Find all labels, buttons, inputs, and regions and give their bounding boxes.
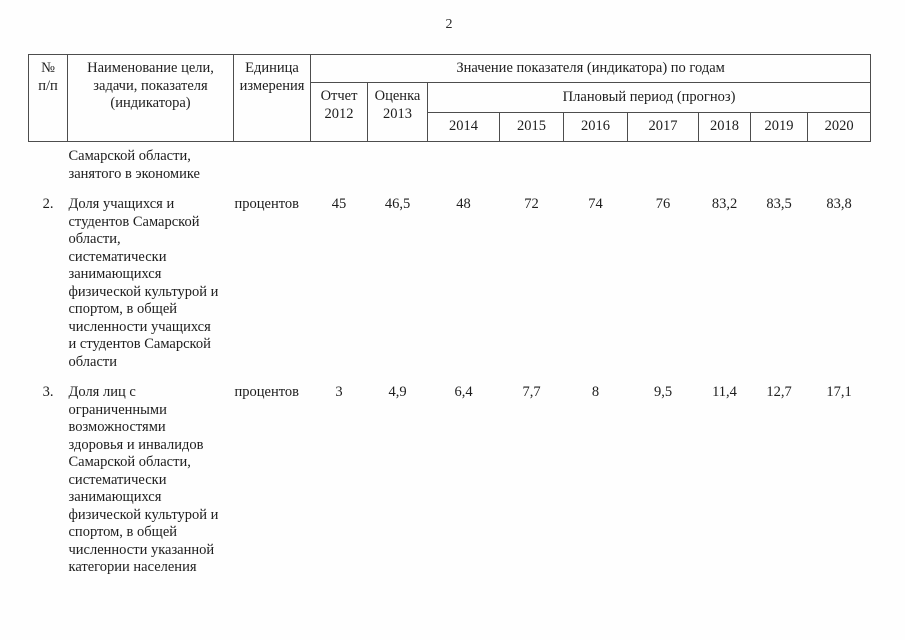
row-values-empty	[311, 142, 871, 197]
row-name: Самарской области, занятого в экономике	[68, 148, 201, 182]
row-num: 2.	[42, 196, 54, 212]
value-cell-2017: 76	[655, 196, 671, 212]
row-name: Доля лиц с ограниченными возможностями з…	[68, 384, 219, 575]
header-year-2017: 2017	[627, 112, 699, 142]
table-row-2: 2. Доля учащихся и студентов Самарской о…	[29, 196, 871, 384]
value-cell-2014: 6,4	[454, 384, 473, 400]
row-unit	[234, 142, 311, 197]
header-row-years: 2014 2015 2016 2017 2018 2019 2020	[29, 112, 872, 142]
value-cell-2012: 45	[331, 196, 347, 212]
header-year-2020: 2020	[806, 112, 872, 142]
header-report-2012: Отчет 2012	[310, 82, 368, 142]
table-header: № п/п Наименование цели, задачи, показат…	[28, 54, 872, 142]
header-estimate-2013: Оценка 2013	[367, 82, 428, 142]
indicators-table: № п/п Наименование цели, задачи, показат…	[28, 54, 872, 590]
header-year-2018: 2018	[698, 112, 751, 142]
row-num: 3.	[42, 384, 54, 400]
value-cell-2017: 9,5	[653, 384, 673, 400]
value-cell-2015: 7,7	[522, 384, 541, 400]
row-unit: процентов	[234, 384, 299, 400]
value-cell-2019: 83,5	[766, 196, 792, 212]
value-cell-2016: 8	[591, 384, 600, 400]
value-cell-2020: 83,8	[826, 196, 852, 212]
value-cell-2013: 46,5	[384, 196, 411, 212]
row-name: Доля учащихся и студентов Самарской обла…	[68, 196, 219, 370]
value-cell-2012: 3	[335, 384, 343, 400]
value-cell-2018: 83,2	[711, 196, 738, 212]
value-cell-2019: 12,7	[766, 384, 792, 400]
header-year-2019: 2019	[750, 112, 808, 142]
value-cell-2015: 72	[524, 196, 539, 212]
row-num	[29, 142, 68, 197]
header-row-2: Отчет 2012 Оценка 2013 Плановый период (…	[29, 82, 872, 142]
row-unit: процентов	[234, 196, 299, 212]
header-num: № п/п	[28, 54, 68, 142]
header-year-2015: 2015	[499, 112, 564, 142]
value-cell-2014: 48	[456, 196, 471, 212]
value-cell-2013: 4,9	[388, 384, 407, 400]
header-row-1: № п/п Наименование цели, задачи, показат…	[28, 54, 872, 142]
header-plan-period: Плановый период (прогноз)	[426, 82, 872, 113]
header-year-2014: 2014	[427, 112, 500, 142]
table-body: Самарской области, занятого в экономике …	[29, 142, 871, 590]
header-values-by-year: Значение показателя (индикатора) по года…	[309, 54, 872, 83]
value-cell-2020: 17,1	[826, 384, 852, 400]
header-year-2016: 2016	[563, 112, 628, 142]
page-number: 2	[445, 17, 453, 32]
table-row-3: 3. Доля лиц с ограниченными возможностям…	[29, 384, 871, 590]
header-name: Наименование цели, задачи, показателя (и…	[67, 54, 234, 142]
header-unit: Единица измерения	[233, 54, 311, 142]
value-cell-2016: 74	[588, 196, 603, 212]
value-cell-2018: 11,4	[712, 384, 737, 400]
table-row-continuation: Самарской области, занятого в экономике	[29, 142, 871, 197]
